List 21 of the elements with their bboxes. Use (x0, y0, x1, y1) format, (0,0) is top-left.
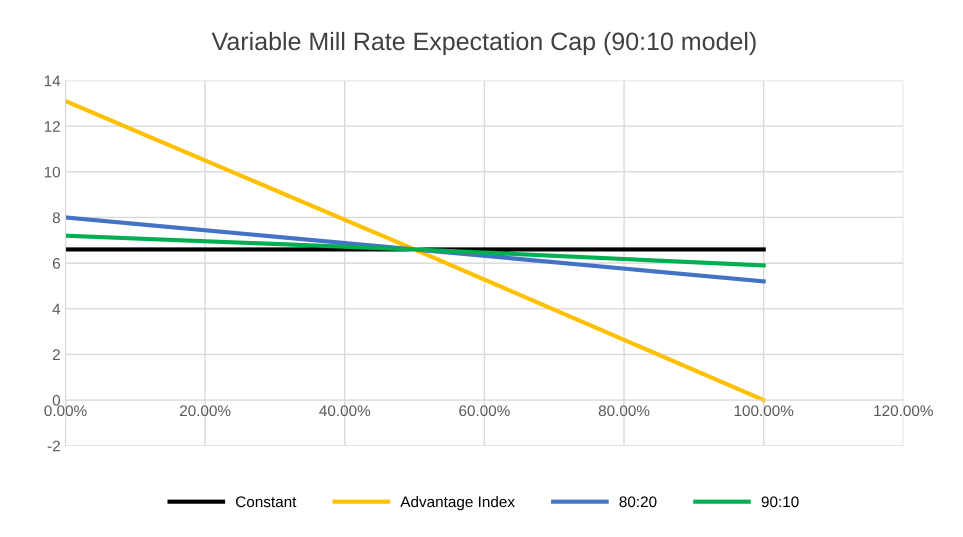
x-tick-label: 20.00% (180, 405, 230, 416)
x-tick-label: 100.00% (734, 405, 794, 416)
legend-label: Constant (236, 496, 296, 508)
y-tick-label: 10 (44, 166, 60, 178)
x-tick-label: 40.00% (319, 405, 370, 416)
y-tick-label: 14 (44, 76, 60, 86)
x-tick-label: 80.00% (598, 405, 650, 416)
legend-label: 80:20 (620, 496, 656, 508)
chart-title: Variable Mill Rate Expectation Cap (90:10 model) (212, 32, 756, 56)
x-tick-label: 0.00% (44, 405, 87, 416)
legend-label: Advantage Index (400, 496, 515, 510)
y-tick-label: 4 (52, 304, 60, 314)
y-tick-label: 8 (52, 212, 60, 224)
x-tick-label: 120.00% (874, 405, 933, 416)
legend-label: 90:10 (762, 496, 799, 508)
y-tick-label: 6 (52, 258, 60, 269)
y-tick-label: 12 (44, 121, 60, 132)
y-tick-label: -2 (48, 440, 60, 452)
y-tick-label: 2 (52, 349, 60, 360)
y-tick-label: 0 (52, 394, 60, 406)
x-tick-label: 60.00% (459, 405, 510, 416)
